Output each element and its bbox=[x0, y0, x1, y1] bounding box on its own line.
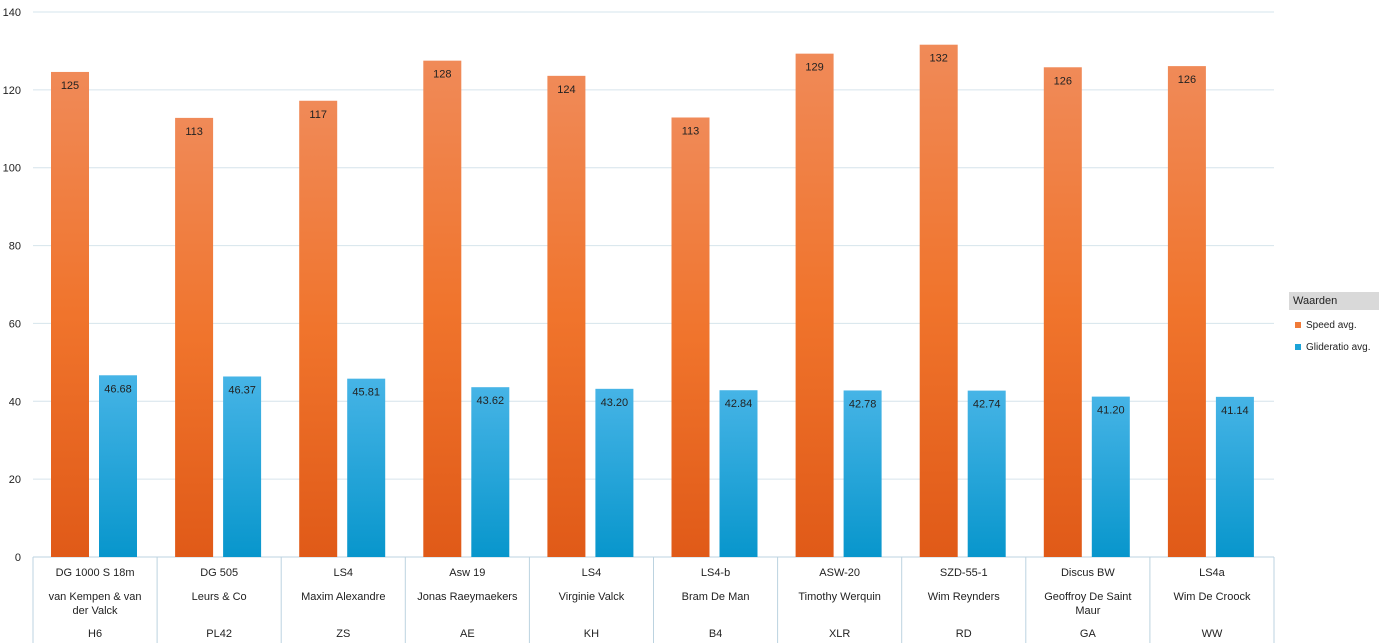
x-label-pilot: Maur bbox=[1075, 605, 1100, 617]
bar-speed bbox=[51, 71, 89, 557]
data-label: 45.81 bbox=[352, 387, 380, 399]
data-label: 43.20 bbox=[601, 397, 629, 409]
y-tick-label: 60 bbox=[9, 318, 21, 330]
x-label-callsign: WW bbox=[1202, 628, 1223, 640]
data-label: 126 bbox=[1178, 74, 1196, 86]
data-label: 113 bbox=[682, 125, 700, 137]
x-label-glider: LS4 bbox=[582, 567, 602, 579]
data-label: 46.68 bbox=[104, 383, 132, 395]
x-label-glider: ASW-20 bbox=[819, 567, 860, 579]
legend: Waarden Speed avg. Glideratio avg. bbox=[1289, 292, 1379, 354]
data-label: 42.84 bbox=[725, 398, 753, 410]
data-label: 129 bbox=[805, 62, 823, 74]
legend-label-speed: Speed avg. bbox=[1306, 319, 1357, 331]
x-label-callsign: KH bbox=[584, 628, 599, 640]
x-label-glider: Discus BW bbox=[1061, 567, 1115, 579]
bar-glideratio bbox=[347, 378, 386, 557]
y-tick-label: 20 bbox=[9, 474, 21, 486]
data-label: 126 bbox=[1054, 75, 1072, 87]
x-label-callsign: ZS bbox=[336, 628, 350, 640]
x-label-callsign: AE bbox=[460, 628, 475, 640]
legend-swatch-glideratio bbox=[1295, 344, 1301, 350]
bar-glideratio bbox=[1091, 396, 1130, 557]
data-label: 43.62 bbox=[477, 395, 505, 407]
legend-swatch-speed bbox=[1295, 322, 1301, 328]
data-label: 41.14 bbox=[1221, 405, 1249, 417]
x-label-glider: LS4-b bbox=[701, 567, 730, 579]
x-label-pilot: Wim De Croock bbox=[1173, 591, 1251, 603]
y-axis-ticks: 0 20 40 60 80 100 120 140 bbox=[3, 7, 21, 564]
x-label-pilot: Timothy Werquin bbox=[798, 591, 881, 603]
legend-label-glideratio: Glideratio avg. bbox=[1306, 341, 1371, 353]
x-label-callsign: RD bbox=[956, 628, 972, 640]
y-tick-label: 40 bbox=[9, 396, 21, 408]
data-label: 117 bbox=[309, 109, 327, 121]
bar-speed bbox=[299, 100, 338, 557]
bar-glideratio bbox=[719, 390, 758, 557]
legend-item-glideratio[interactable]: Glideratio avg. bbox=[1289, 340, 1379, 354]
data-label: 42.78 bbox=[849, 398, 877, 410]
x-label-pilot: Jonas Raeymaekers bbox=[417, 591, 518, 603]
data-label: 125 bbox=[61, 80, 79, 92]
x-label-callsign: H6 bbox=[88, 628, 102, 640]
x-label-glider: Asw 19 bbox=[449, 567, 485, 579]
x-label-glider: DG 1000 S 18m bbox=[56, 567, 135, 579]
bar-speed bbox=[1043, 67, 1082, 558]
x-label-callsign: PL42 bbox=[206, 628, 232, 640]
bar-glideratio bbox=[223, 376, 262, 557]
y-tick-label: 80 bbox=[9, 241, 21, 253]
x-label-glider: LS4a bbox=[1199, 567, 1226, 579]
y-tick-label: 100 bbox=[3, 163, 21, 175]
x-label-callsign: B4 bbox=[709, 628, 722, 640]
x-label-pilot: Maxim Alexandre bbox=[301, 591, 385, 603]
x-axis-table: DG 1000 S 18m van Kempen & van der Valck H6… bbox=[32, 557, 1275, 643]
data-label: 113 bbox=[185, 126, 203, 138]
data-label: 128 bbox=[433, 69, 451, 81]
bar-glideratio bbox=[843, 390, 882, 557]
gridlines bbox=[33, 11, 1274, 558]
data-label: 42.74 bbox=[973, 399, 1001, 411]
x-label-pilot: Geoffroy De Saint bbox=[1044, 591, 1131, 603]
legend-title: Waarden bbox=[1289, 292, 1379, 310]
data-label: 46.37 bbox=[228, 384, 256, 396]
bar-speed bbox=[1167, 66, 1206, 557]
bar-glideratio bbox=[967, 390, 1006, 557]
x-label-pilot: der Valck bbox=[73, 605, 119, 617]
bar-speed bbox=[671, 117, 710, 557]
bar-speed bbox=[175, 117, 214, 557]
x-label-callsign: XLR bbox=[829, 628, 850, 640]
bar-speed bbox=[423, 60, 462, 558]
x-label-pilot: Bram De Man bbox=[682, 591, 750, 603]
data-label: 41.20 bbox=[1097, 405, 1125, 417]
x-label-callsign: GA bbox=[1080, 628, 1097, 640]
x-label-pilot: Leurs & Co bbox=[192, 591, 247, 603]
bar-glideratio bbox=[471, 387, 510, 557]
bar-speed bbox=[547, 75, 586, 557]
legend-item-speed[interactable]: Speed avg. bbox=[1289, 318, 1379, 332]
bar-glideratio bbox=[595, 388, 634, 557]
y-tick-label: 0 bbox=[15, 552, 21, 564]
x-label-glider: SZD-55-1 bbox=[940, 567, 988, 579]
bar-glideratio bbox=[1215, 396, 1254, 557]
bar-speed bbox=[919, 44, 958, 557]
data-label: 132 bbox=[930, 53, 948, 65]
x-label-pilot: Virginie Valck bbox=[559, 591, 625, 603]
data-labels: 125 113 117 128 124 113 129 132 126 126 46.68 46.37… bbox=[61, 53, 1249, 417]
x-label-glider: LS4 bbox=[333, 567, 353, 579]
data-label: 124 bbox=[557, 84, 575, 96]
x-label-pilot: van Kempen & van bbox=[49, 591, 142, 603]
x-label-pilot: Wim Reynders bbox=[928, 591, 1001, 603]
y-tick-label: 120 bbox=[3, 85, 21, 97]
x-label-glider: DG 505 bbox=[200, 567, 238, 579]
y-tick-label: 140 bbox=[3, 7, 21, 19]
bar-speed bbox=[795, 53, 834, 558]
bar-glideratio bbox=[99, 375, 137, 557]
bars bbox=[51, 44, 1254, 558]
